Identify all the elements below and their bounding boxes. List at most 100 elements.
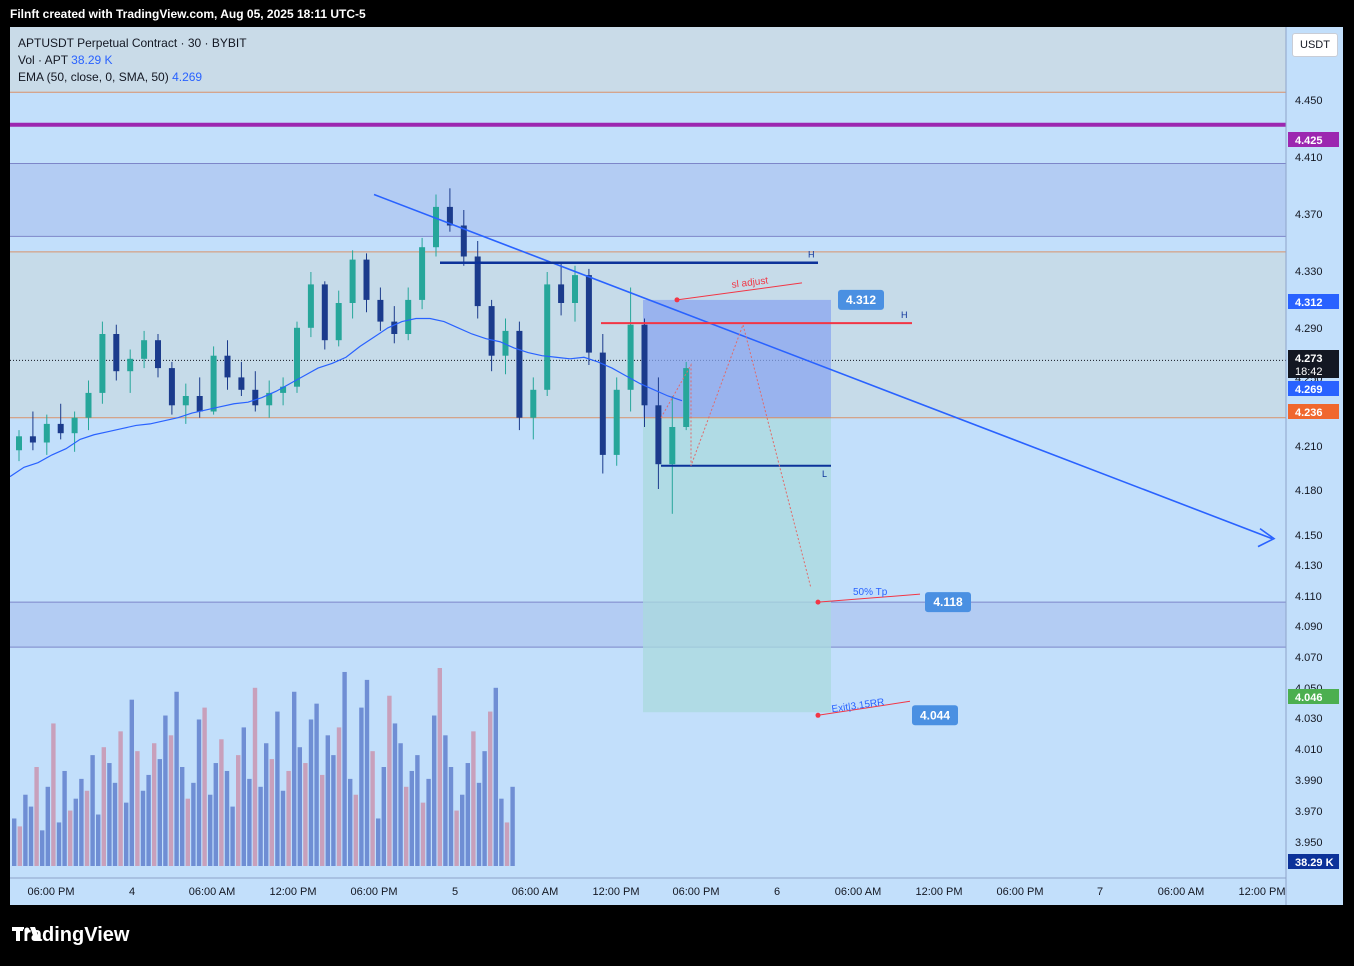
volume-bar [73,798,78,866]
volume-bar [493,687,498,866]
volume-bar [460,794,465,866]
volume-bar [269,759,274,866]
price-axis [1286,27,1343,905]
target-zone [643,417,831,713]
price-label-value: 38.29 K [1295,857,1334,869]
volume-bar [448,767,454,866]
x-tick-label: 06:00 PM [350,886,397,898]
volume-bar [314,703,319,866]
volume-bar [258,786,263,866]
candle-body [307,284,314,328]
candle-body [474,256,481,307]
volume-bar [152,743,157,866]
candle-body [585,275,592,353]
volume-bar [12,818,17,866]
price-label-box [1288,854,1339,869]
candle-body [669,427,676,465]
x-tick-label: 06:00 AM [189,886,235,898]
volume-bar [84,790,90,866]
volume-bar [504,822,510,866]
candle-body [85,392,92,418]
candle-body [544,284,551,390]
volume-bar [230,806,235,866]
candle-body [29,436,36,443]
volume-bar [510,786,515,866]
zone-band [10,163,1286,237]
annotation-exit: Exit|3.15RR [831,697,885,715]
volume-bar [409,770,414,866]
candle-body [238,377,245,390]
x-tick-label: 12:00 PM [592,886,639,898]
volume-bar [112,782,118,866]
volume-bar [185,798,190,866]
candle-body [280,386,287,393]
volume-bar [124,802,129,866]
price-label-value: 4.236 [1295,407,1323,419]
volume-bar [308,719,314,866]
volume-bar [297,747,302,866]
legend-ema-value: 4.269 [172,70,203,84]
volume-bar [381,767,386,866]
y-tick-label: 4.110 [1295,591,1322,603]
candle-body [433,206,439,248]
volume-bar [320,774,325,866]
y-tick-label: 4.330 [1295,266,1323,278]
candle-body [57,423,64,434]
volume-bar [224,770,230,866]
y-tick-label: 3.970 [1295,806,1323,818]
volume-bar [34,767,39,866]
candle-body [266,392,273,406]
volume-bar [180,767,185,866]
exit-dot [815,712,821,718]
candle-body [182,396,189,406]
volume-bar [275,711,280,866]
volume-bar [353,794,358,866]
candle-body [196,396,203,412]
brand-name: TradingView [12,924,130,946]
volume-bar [336,727,342,866]
annotation-low-l: L [822,469,827,479]
legend-ema-label: EMA (50, close, 0, SMA, 50) [18,70,169,84]
tradingview-logo-icon [12,927,40,941]
volume-bar [90,755,95,866]
ema-line [10,317,683,478]
volume-bar [118,731,123,866]
candle-body [488,306,495,356]
volume-bar [17,826,22,866]
currency-unit-button[interactable]: USDT [1292,33,1338,57]
volume-bar [163,715,168,866]
x-tick-label: 06:00 AM [835,886,881,898]
x-tick-label: 12:00 PM [915,886,962,898]
legend-symbol[interactable]: APTUSDT Perpetual Contract · 30 · BYBIT [18,36,247,50]
price-chart[interactable]: sl adjust 50% Tp Exit|3.15RR H H L 4.312 4.118 4… [10,27,1343,905]
volume-bar [325,735,330,866]
candle-body [168,368,175,406]
candle-body [655,405,662,465]
chart-title: Filnft created with TradingView.com, Aug… [10,7,366,21]
volume-bar [286,770,291,866]
volume-bar [157,759,162,866]
volume-bar [443,735,448,866]
legend-volume[interactable]: Vol · APT 38.29 K [18,52,247,69]
volume-bar [45,786,50,866]
price-label-box [1288,404,1339,419]
volume-bar [364,679,370,866]
x-tick-label: 7 [1097,886,1103,898]
volume-bar [420,802,426,866]
price-label-box [1288,381,1339,396]
price-label-box [1288,689,1339,704]
volume-bar [219,739,224,866]
candle-body [641,324,648,406]
volume-bar [404,786,409,866]
volume-bar [241,727,246,866]
annotation-tp: 50% Tp [853,587,888,598]
top-zone [10,27,1286,93]
x-tick-label: 6 [774,886,780,898]
legend-ema[interactable]: EMA (50, close, 0, SMA, 50) 4.269 [18,69,247,86]
volume-bar [370,751,375,866]
chart-area[interactable]: sl adjust 50% Tp Exit|3.15RR H H L 4.312 4.118 4… [10,27,1343,905]
candle-body [516,330,523,418]
legend-volume-label: Vol · APT [18,53,68,67]
annotation-level-value: 4.044 [920,708,950,722]
annotation-level-value: 4.312 [846,293,876,307]
